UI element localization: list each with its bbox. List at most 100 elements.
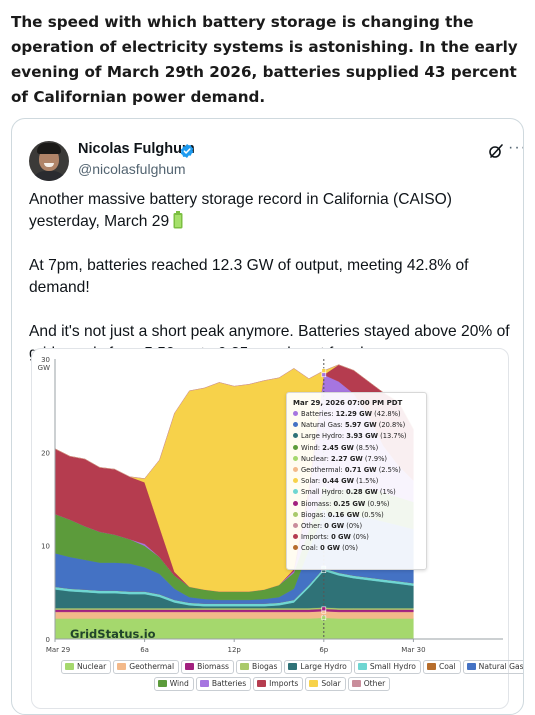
tooltip-dot — [293, 455, 298, 461]
y-tick-label: 10 — [41, 543, 50, 551]
legend-item-other[interactable]: Other — [347, 677, 391, 691]
legend-row: Wind Batteries Imports Solar Other — [60, 677, 484, 694]
y-tick-label: 30 — [41, 356, 50, 364]
tooltip-dot — [293, 522, 298, 528]
tooltip-value: 2.27 GW — [331, 454, 363, 463]
area-geothermal — [54, 610, 414, 619]
tooltip-value: 0 GW — [324, 521, 345, 530]
tooltip-pct: (42.8%) — [372, 410, 401, 418]
legend-swatch — [357, 663, 367, 670]
post-paragraph-text: Another massive battery storage record i… — [29, 191, 452, 230]
legend-item-large-hydro[interactable]: Large Hydro — [284, 660, 352, 674]
tooltip-label: Biomass: — [301, 499, 334, 508]
tooltip-value: 12.29 GW — [335, 410, 372, 418]
legend-label: Batteries — [211, 679, 247, 688]
legend-swatch — [199, 680, 209, 687]
tooltip-label: Large Hydro: — [301, 432, 347, 441]
tooltip-dot — [293, 444, 298, 450]
tooltip-value: 0.44 GW — [322, 477, 355, 486]
legend-label: Small Hydro — [369, 662, 416, 671]
author-name[interactable]: Nicolas Fulghum — [78, 141, 195, 157]
tooltip-dot — [293, 511, 298, 517]
legend-swatch — [65, 663, 74, 670]
tooltip-row: Natural Gas: 5.97 GW (20.8%) — [293, 421, 420, 432]
tooltip-label: Batteries: — [301, 410, 336, 418]
x-tick-label: 12p — [228, 646, 242, 654]
tooltip-pct: (0.9%) — [365, 499, 390, 508]
legend-item-batteries[interactable]: Batteries — [195, 677, 252, 691]
tooltip-dot — [293, 422, 298, 428]
tooltip-dot — [293, 433, 298, 439]
legend-swatch — [351, 680, 361, 687]
tooltip-pct: (0%) — [339, 544, 358, 553]
legend-swatch — [466, 663, 476, 670]
embedded-post-card[interactable]: Nicolas Fulghum @nicolasfulghum ··· Anot… — [11, 118, 524, 715]
tooltip-pct: (13.7%) — [377, 432, 407, 441]
tooltip-pct: (8.5%) — [353, 443, 379, 452]
avatar[interactable] — [29, 141, 69, 181]
legend-label: Biogas — [252, 662, 278, 671]
legend-item-coal[interactable]: Coal — [422, 660, 461, 674]
legend-label: Solar — [321, 679, 341, 688]
legend-swatch — [185, 663, 195, 670]
legend-label: Biomass — [197, 662, 229, 671]
tooltip-value: 0 GW — [331, 533, 351, 542]
legend-swatch — [117, 663, 127, 670]
fuel-mix-chart[interactable]: 0 10 20 30 GW Mar 29 6a 12p 6p Mar 30 GridStatus.… — [31, 348, 523, 710]
legend-item-imports[interactable]: Imports — [253, 677, 304, 691]
tooltip-value: 0.16 GW — [327, 510, 360, 519]
legend-item-biomass[interactable]: Biomass — [181, 660, 234, 674]
tooltip-value: 3.93 GW — [346, 432, 378, 441]
hover-marker-batteries — [321, 372, 327, 378]
legend-item-biogas[interactable]: Biogas — [236, 660, 283, 674]
verified-badge-icon — [180, 144, 194, 158]
tooltip-pct: (2.5%) — [376, 465, 401, 474]
tooltip-row: Large Hydro: 3.93 GW (13.7%) — [293, 432, 420, 443]
y-tick-label: 0 — [46, 636, 50, 644]
tooltip-label: Imports: — [301, 533, 332, 542]
chart-tooltip: Mar 29, 2026 07:00 PM PDT Batteries: 12.… — [286, 392, 427, 570]
legend-item-solar[interactable]: Solar — [305, 677, 346, 691]
tooltip-label: Nuclear: — [301, 454, 331, 463]
y-unit-label: GW — [38, 364, 50, 372]
tooltip-row: Biogas: 0.16 GW (0.5%) — [293, 511, 420, 522]
tooltip-dot — [293, 466, 298, 472]
legend-item-natural-gas[interactable]: Natural Gas — [462, 660, 523, 674]
legend-item-wind[interactable]: Wind — [153, 677, 194, 691]
tooltip-label: Natural Gas: — [301, 421, 345, 430]
post-paragraph: Another massive battery storage record i… — [29, 189, 519, 233]
slash-icon[interactable] — [488, 143, 504, 159]
tooltip-label: Solar: — [301, 477, 323, 486]
legend-swatch — [426, 663, 436, 670]
legend-item-geothermal[interactable]: Geothermal — [113, 660, 180, 674]
hover-marker-solar — [321, 368, 327, 373]
chart-legend: Nuclear Geothermal Biomass Biogas Large Hydr… — [60, 660, 523, 694]
tooltip-value: 0.71 GW — [344, 465, 377, 474]
legend-item-nuclear[interactable]: Nuclear — [61, 660, 112, 674]
legend-label: Coal — [438, 662, 456, 671]
more-icon[interactable]: ··· — [508, 139, 523, 156]
tooltip-row: Solar: 0.44 GW (1.5%) — [293, 477, 420, 488]
x-tick-label: 6a — [140, 646, 149, 654]
author-handle[interactable]: @nicolasfulghum — [78, 161, 186, 177]
legend-label: Other — [363, 679, 386, 688]
article-headline: The speed with which battery storage is … — [11, 13, 518, 106]
tooltip-row: Wind: 2.45 GW (8.5%) — [293, 444, 420, 455]
tooltip-dot — [293, 489, 298, 495]
tooltip-pct: (0%) — [350, 533, 369, 542]
tooltip-dot — [293, 545, 298, 551]
x-tick-label: Mar 29 — [46, 646, 70, 654]
legend-item-small-hydro[interactable]: Small Hydro — [353, 660, 421, 674]
y-tick-label: 20 — [41, 449, 50, 457]
legend-swatch — [257, 680, 267, 687]
tooltip-dot — [293, 411, 298, 416]
x-tick-label: 6p — [319, 646, 328, 654]
tooltip-row: Other: 0 GW (0%) — [293, 522, 420, 533]
tooltip-row: Nuclear: 2.27 GW (7.9%) — [293, 455, 420, 466]
tooltip-row: Geothermal: 0.71 GW (2.5%) — [293, 466, 420, 477]
legend-swatch — [157, 680, 167, 687]
legend-row: Nuclear Geothermal Biomass Biogas Large Hydr… — [60, 660, 523, 677]
tooltip-pct: (20.8%) — [376, 421, 406, 430]
battery-icon — [173, 211, 183, 229]
